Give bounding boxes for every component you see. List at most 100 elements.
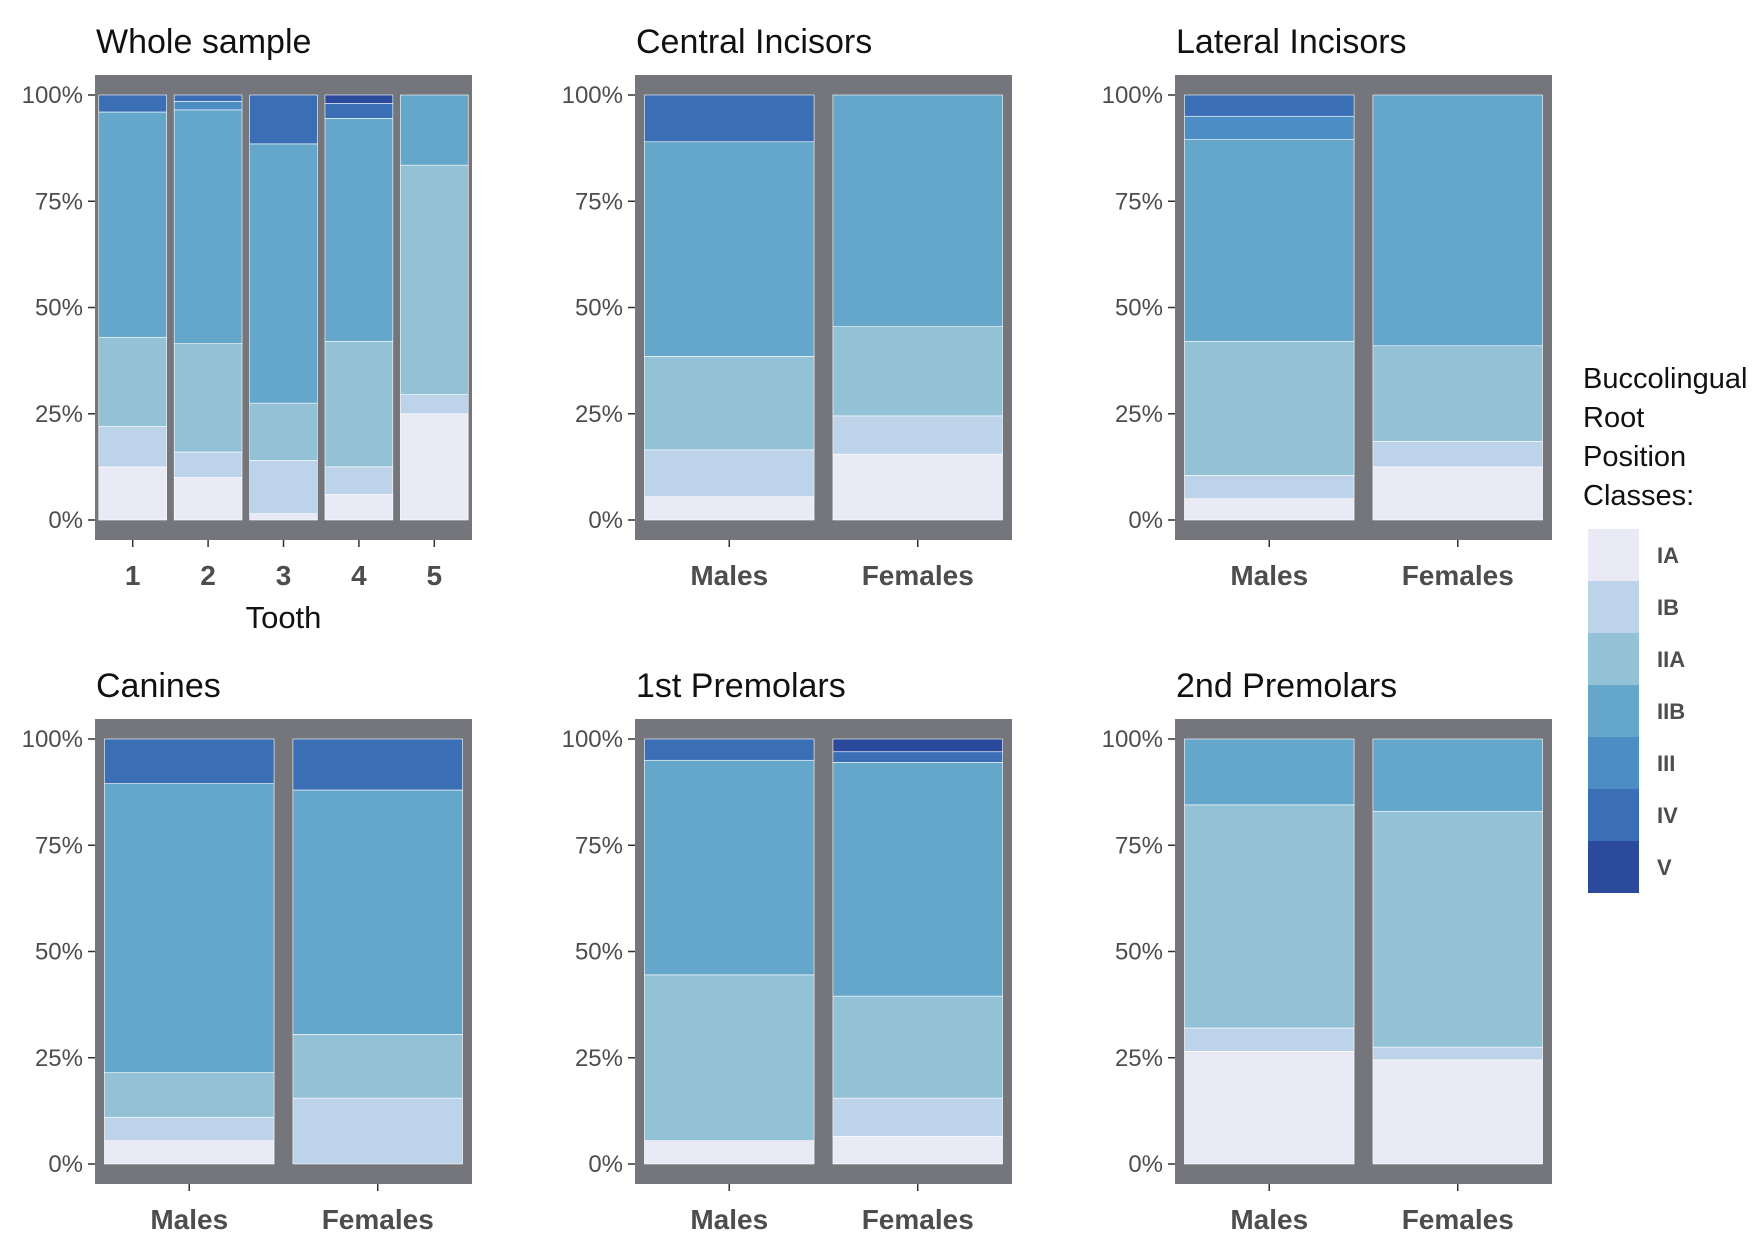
bar-segment-ib <box>1184 1027 1355 1052</box>
legend-label: IA <box>1657 543 1679 568</box>
legend-title-line: Buccolingual <box>1583 363 1747 395</box>
x-tick-label: Males <box>1230 1204 1308 1235</box>
y-tick-label: 0% <box>1128 1151 1163 1178</box>
bar-segment-ib <box>1372 441 1543 468</box>
bar-segment-iib <box>1372 94 1543 347</box>
legend-swatch-iia <box>1588 633 1639 685</box>
legend: Buccolingual Root Position Classes: IA IB… <box>1583 363 1747 893</box>
legend-title: Buccolingual Root Position Classes: <box>1583 363 1747 512</box>
legend-title-line: Classes: <box>1583 480 1694 512</box>
bar-segment-iia <box>832 326 1003 417</box>
bar-segment-iib <box>832 94 1003 327</box>
chart-panel: Whole sample 0% 25% 50% 75% 100% 1 2 3 4 5 Tooth <box>22 23 472 635</box>
bar-segment-iia <box>292 1034 463 1099</box>
bar-segment-ia <box>1372 466 1543 521</box>
legend-label: III <box>1657 751 1675 776</box>
x-tick-label: 2 <box>200 560 216 591</box>
bar-segment-iia <box>644 974 815 1141</box>
bar-segment-iv <box>832 751 1003 763</box>
bar-segment-iv <box>644 94 815 143</box>
bar-segment-iia <box>249 402 318 461</box>
bar-segment-iia <box>104 1072 275 1118</box>
bar-segment-iib <box>1184 738 1355 806</box>
x-axis-title: Tooth <box>246 600 322 635</box>
bar-segment-iia <box>832 995 1003 1099</box>
x-tick-label: Females <box>1402 1204 1514 1235</box>
bar-segment-ia <box>173 477 243 521</box>
legend-label: IV <box>1657 803 1678 828</box>
y-tick-label: 50% <box>575 939 623 966</box>
bar-segment-iib <box>324 118 394 342</box>
bar-segment-ia <box>1184 498 1355 521</box>
x-tick-label: Females <box>862 560 974 591</box>
legend-swatch-ia <box>1588 529 1639 581</box>
x-tick-label: Males <box>690 560 768 591</box>
legend-swatch-ib <box>1588 581 1639 633</box>
y-tick-label: 25% <box>1115 401 1163 428</box>
bar-segment-ia <box>832 453 1003 521</box>
legend-items: IA IB IIA IIB III IV V <box>1588 529 1685 893</box>
bar-segment-iib <box>644 141 815 357</box>
y-tick-label: 50% <box>1115 295 1163 322</box>
legend-swatch-iv <box>1588 789 1639 841</box>
legend-title-line: Position <box>1583 441 1686 473</box>
x-tick-label: Males <box>1230 560 1308 591</box>
bar-segment-ib <box>249 460 318 514</box>
panel-title: Lateral Incisors <box>1176 23 1407 61</box>
y-tick-label: 25% <box>575 401 623 428</box>
legend-title-line: Root <box>1583 402 1644 434</box>
bar-segment-iia <box>644 356 815 451</box>
x-tick-label: Males <box>690 1204 768 1235</box>
bar-segment-iia <box>98 336 167 427</box>
bar-segment-ia <box>400 413 469 521</box>
y-tick-label: 0% <box>48 1151 83 1178</box>
bar-segment-ib <box>1184 475 1355 500</box>
bar-segment-iv <box>249 94 318 145</box>
bar-segment-iib <box>98 111 167 338</box>
y-tick-label: 0% <box>48 507 83 534</box>
bar-segment-iib <box>1184 139 1355 342</box>
bar-segment-iia <box>1372 810 1543 1048</box>
bar-segment-iib <box>249 143 318 404</box>
bar-segment-iia <box>1372 345 1543 442</box>
bar-segment-iib <box>104 783 275 1073</box>
y-tick-label: 100% <box>562 726 623 753</box>
bar-segment-ib <box>104 1116 275 1141</box>
x-tick-label: 3 <box>276 560 292 591</box>
y-tick-label: 75% <box>1115 188 1163 215</box>
panel-title: Whole sample <box>96 23 311 61</box>
y-tick-label: 50% <box>35 939 83 966</box>
y-tick-label: 50% <box>575 295 623 322</box>
bar-segment-ib <box>832 415 1003 455</box>
bar-segment-iv <box>173 94 243 102</box>
bar-segment-ia <box>1184 1051 1355 1165</box>
bar-segment-ib <box>1372 1046 1543 1061</box>
legend-swatch-v <box>1588 841 1639 893</box>
bar-segment-iv <box>644 738 815 761</box>
bar-segment-ia <box>104 1140 275 1165</box>
panel-title: 2nd Premolars <box>1176 667 1397 705</box>
x-tick-label: Males <box>150 1204 228 1235</box>
legend-label: IIA <box>1657 647 1685 672</box>
bar-segment-iib <box>173 109 243 344</box>
y-tick-label: 100% <box>562 82 623 109</box>
y-tick-label: 25% <box>1115 1045 1163 1072</box>
legend-swatch-iib <box>1588 685 1639 737</box>
bar-segment-iib <box>1372 738 1543 812</box>
y-tick-label: 0% <box>588 1151 623 1178</box>
bar-segment-v <box>324 94 394 104</box>
bar-segment-ib <box>400 394 469 415</box>
legend-label: IIB <box>1657 699 1685 724</box>
bar-segment-iib <box>644 759 815 976</box>
bar-segment-ib <box>832 1097 1003 1137</box>
chart-panels: Whole sample 0% 25% 50% 75% 100% 1 2 3 4 5 Tooth Cen… <box>22 23 1552 1235</box>
y-tick-label: 25% <box>35 401 83 428</box>
chart-panel: Central Incisors 0% 25% 50% 75% 100% Males Fema… <box>562 23 1012 591</box>
x-tick-label: Females <box>1402 560 1514 591</box>
bar-segment-iii <box>173 101 243 111</box>
y-tick-label: 75% <box>575 832 623 859</box>
bar-segment-iia <box>1184 341 1355 476</box>
chart-panel: Lateral Incisors 0% 25% 50% 75% 100% Males Fema… <box>1102 23 1552 591</box>
panel-title: 1st Premolars <box>636 667 846 705</box>
